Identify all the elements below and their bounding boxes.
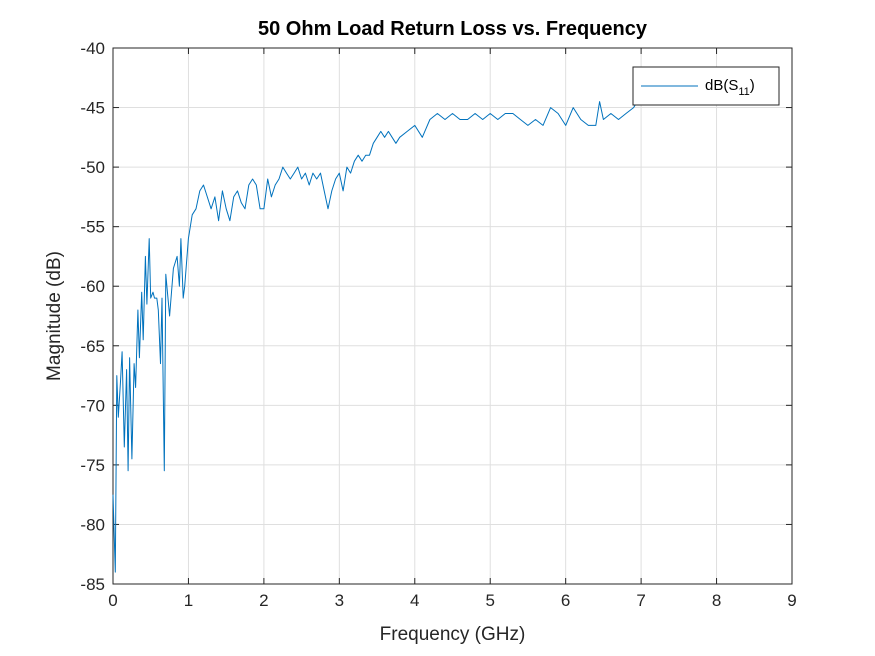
- x-axis-label: Frequency (GHz): [379, 624, 526, 645]
- axes-background: [113, 48, 792, 584]
- chart-title: 50 Ohm Load Return Loss vs. Frequency: [258, 18, 647, 40]
- x-tick-label: 6: [561, 591, 570, 610]
- y-tick-label: -40: [80, 39, 105, 58]
- axes-box: [112, 47, 793, 585]
- x-tick-label: 2: [259, 591, 268, 610]
- y-tick-label: -55: [80, 218, 105, 237]
- legend-label-s11: dB(S11): [705, 77, 755, 98]
- y-tick-label: -65: [80, 337, 105, 356]
- y-tick-label: -45: [80, 99, 105, 118]
- y-tick-label: -85: [80, 575, 105, 594]
- x-tick-label: 7: [636, 591, 645, 610]
- y-tick-label: -70: [80, 396, 105, 415]
- x-tick-label: 3: [335, 591, 344, 610]
- x-tick-label: 8: [712, 591, 721, 610]
- x-tick-label: 1: [184, 591, 193, 610]
- x-tick-label: 9: [787, 591, 796, 610]
- y-tick-label: -50: [80, 158, 105, 177]
- y-tick-label: -60: [80, 277, 105, 296]
- y-tick-label: -75: [80, 456, 105, 475]
- x-tick-label: 4: [410, 591, 419, 610]
- y-tick-label: -80: [80, 515, 105, 534]
- x-tick-label: 5: [485, 591, 494, 610]
- x-tick-label: 0: [108, 591, 117, 610]
- series-line-s11: [112, 101, 638, 573]
